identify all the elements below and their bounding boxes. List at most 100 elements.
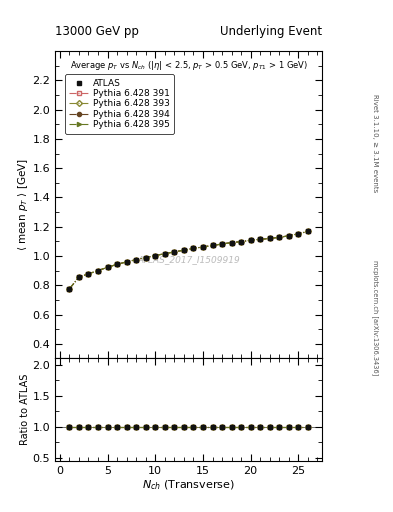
Pythia 6.428 394: [200, 244, 205, 250]
ATLAS: [229, 240, 234, 246]
Pythia 6.428 394: [210, 242, 215, 248]
Pythia 6.428 391: [77, 274, 81, 280]
Pythia 6.428 395: [239, 239, 244, 245]
Line: Pythia 6.428 394: Pythia 6.428 394: [67, 229, 310, 291]
ATLAS: [191, 245, 196, 251]
Pythia 6.428 394: [162, 250, 167, 257]
Pythia 6.428 395: [296, 231, 301, 237]
Pythia 6.428 394: [267, 236, 272, 242]
Pythia 6.428 391: [67, 286, 72, 292]
Pythia 6.428 393: [115, 261, 119, 267]
Pythia 6.428 393: [105, 264, 110, 270]
Legend: ATLAS, Pythia 6.428 391, Pythia 6.428 393, Pythia 6.428 394, Pythia 6.428 395: ATLAS, Pythia 6.428 391, Pythia 6.428 39…: [65, 74, 174, 134]
Pythia 6.428 394: [115, 261, 119, 267]
Pythia 6.428 391: [258, 236, 263, 242]
ATLAS: [248, 237, 253, 243]
Pythia 6.428 395: [115, 261, 119, 267]
Pythia 6.428 394: [86, 271, 91, 277]
Pythia 6.428 393: [296, 231, 301, 237]
Pythia 6.428 395: [258, 236, 263, 242]
ATLAS: [277, 234, 282, 240]
Pythia 6.428 394: [134, 257, 138, 263]
Pythia 6.428 395: [124, 259, 129, 265]
ATLAS: [172, 249, 177, 255]
Pythia 6.428 393: [153, 252, 158, 259]
Pythia 6.428 394: [124, 259, 129, 265]
Pythia 6.428 394: [239, 239, 244, 245]
Pythia 6.428 394: [105, 264, 110, 270]
Line: Pythia 6.428 395: Pythia 6.428 395: [67, 229, 310, 291]
Pythia 6.428 391: [143, 254, 148, 261]
ATLAS: [86, 271, 91, 277]
Pythia 6.428 391: [277, 234, 282, 240]
Pythia 6.428 393: [239, 239, 244, 245]
Pythia 6.428 393: [200, 244, 205, 250]
Pythia 6.428 395: [153, 252, 158, 259]
Pythia 6.428 394: [182, 247, 186, 253]
ATLAS: [239, 239, 244, 245]
Pythia 6.428 394: [229, 240, 234, 246]
Pythia 6.428 391: [95, 268, 100, 274]
Pythia 6.428 395: [172, 249, 177, 255]
Pythia 6.428 395: [182, 247, 186, 253]
Pythia 6.428 393: [229, 240, 234, 246]
Pythia 6.428 394: [191, 245, 196, 251]
Pythia 6.428 393: [172, 249, 177, 255]
Pythia 6.428 395: [143, 254, 148, 261]
Pythia 6.428 394: [95, 268, 100, 274]
Pythia 6.428 391: [134, 257, 138, 263]
Pythia 6.428 395: [95, 268, 100, 274]
Pythia 6.428 394: [248, 237, 253, 243]
Y-axis label: $\langle$ mean $p_T$ $\rangle$ [GeV]: $\langle$ mean $p_T$ $\rangle$ [GeV]: [15, 158, 29, 251]
ATLAS: [77, 274, 81, 280]
Pythia 6.428 391: [124, 259, 129, 265]
Pythia 6.428 394: [153, 252, 158, 259]
Pythia 6.428 391: [162, 250, 167, 257]
Pythia 6.428 391: [172, 249, 177, 255]
Pythia 6.428 394: [77, 274, 81, 280]
Pythia 6.428 391: [229, 240, 234, 246]
Pythia 6.428 393: [191, 245, 196, 251]
Pythia 6.428 395: [286, 233, 291, 239]
Pythia 6.428 393: [86, 271, 91, 277]
Pythia 6.428 393: [143, 254, 148, 261]
ATLAS: [134, 257, 138, 263]
ATLAS: [182, 247, 186, 253]
ATLAS: [153, 252, 158, 259]
Pythia 6.428 391: [220, 241, 224, 247]
ATLAS: [200, 244, 205, 250]
Pythia 6.428 391: [210, 242, 215, 248]
Pythia 6.428 393: [134, 257, 138, 263]
Pythia 6.428 395: [277, 234, 282, 240]
ATLAS: [210, 242, 215, 248]
Pythia 6.428 395: [248, 237, 253, 243]
Pythia 6.428 395: [200, 244, 205, 250]
X-axis label: $N_{ch}$ (Transverse): $N_{ch}$ (Transverse): [142, 478, 235, 492]
ATLAS: [267, 236, 272, 242]
Line: Pythia 6.428 393: Pythia 6.428 393: [67, 229, 310, 291]
Pythia 6.428 393: [77, 274, 81, 280]
ATLAS: [220, 241, 224, 247]
Pythia 6.428 391: [248, 237, 253, 243]
Pythia 6.428 393: [95, 268, 100, 274]
Pythia 6.428 391: [306, 228, 310, 234]
Pythia 6.428 393: [210, 242, 215, 248]
Pythia 6.428 394: [306, 228, 310, 234]
Pythia 6.428 395: [162, 250, 167, 257]
Pythia 6.428 393: [306, 228, 310, 234]
Pythia 6.428 394: [277, 234, 282, 240]
Pythia 6.428 393: [248, 237, 253, 243]
Pythia 6.428 391: [115, 261, 119, 267]
Pythia 6.428 391: [182, 247, 186, 253]
Pythia 6.428 395: [134, 257, 138, 263]
Line: ATLAS: ATLAS: [67, 229, 310, 291]
Pythia 6.428 395: [86, 271, 91, 277]
Text: Underlying Event: Underlying Event: [220, 26, 322, 38]
Pythia 6.428 395: [220, 241, 224, 247]
Text: mcplots.cern.ch [arXiv:1306.3436]: mcplots.cern.ch [arXiv:1306.3436]: [372, 260, 379, 375]
Pythia 6.428 391: [191, 245, 196, 251]
Pythia 6.428 393: [67, 286, 72, 292]
Pythia 6.428 395: [67, 286, 72, 292]
Pythia 6.428 395: [306, 228, 310, 234]
Pythia 6.428 393: [124, 259, 129, 265]
